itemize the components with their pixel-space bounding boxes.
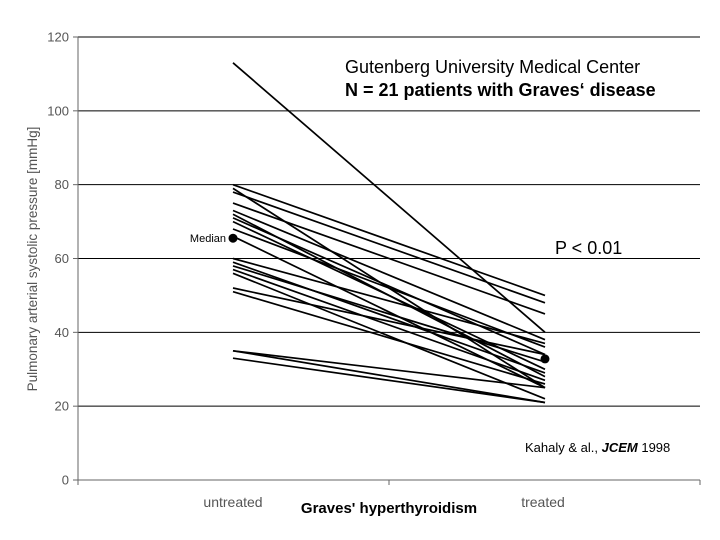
y-tick-label: 120 bbox=[47, 30, 69, 45]
patient-line-1 bbox=[232, 62, 546, 333]
patient-line-2 bbox=[232, 183, 546, 297]
y-tick-label: 80 bbox=[55, 177, 69, 192]
series-lines bbox=[232, 62, 546, 404]
p-value-annotation: P < 0.01 bbox=[555, 238, 622, 258]
x-axis-title: Graves' hyperthyroidism bbox=[301, 500, 477, 517]
patient-line-8 bbox=[232, 217, 546, 356]
median-label: Median bbox=[190, 233, 226, 245]
patient-line-16 bbox=[232, 272, 546, 400]
median-marker-untreated bbox=[228, 233, 238, 243]
y-tick-label: 60 bbox=[55, 251, 69, 266]
patient-line-13 bbox=[232, 261, 546, 374]
patient-line-18 bbox=[232, 290, 546, 385]
patient-line-4 bbox=[232, 191, 546, 304]
patient-line-17 bbox=[232, 287, 546, 356]
y-tick-label: 20 bbox=[55, 399, 69, 414]
patient-line-5 bbox=[232, 202, 546, 315]
category-label-treated: treated bbox=[521, 494, 565, 510]
patient-line-12 bbox=[232, 257, 546, 345]
citation-year: 1998 bbox=[638, 440, 671, 455]
median-marker-treated bbox=[540, 354, 550, 364]
axes bbox=[73, 36, 701, 485]
patient-line-15 bbox=[232, 268, 546, 382]
citation: Kahaly & al., JCEM 1998 bbox=[525, 440, 670, 455]
y-axis-title: Pulmonary arterial systolic pressure [mm… bbox=[25, 127, 40, 392]
y-tick-label: 100 bbox=[47, 103, 69, 118]
citation-authors: Kahaly & al., bbox=[525, 440, 602, 455]
y-tick-labels: 0 20 40 60 80 100 120 bbox=[47, 30, 69, 488]
patient-line-6 bbox=[232, 209, 546, 341]
y-tick-label: 40 bbox=[55, 325, 69, 340]
citation-journal: JCEM bbox=[602, 440, 639, 455]
patient-line-14 bbox=[232, 265, 546, 363]
patient-line-19 bbox=[232, 349, 546, 389]
patient-line-21 bbox=[232, 357, 546, 404]
category-label-untreated: untreated bbox=[203, 494, 262, 510]
category-labels: untreated treated bbox=[203, 494, 564, 510]
patient-line-20 bbox=[232, 349, 546, 404]
median-group: Median bbox=[190, 233, 550, 364]
chart-subtitle: N = 21 patients with Graves‘ disease bbox=[345, 80, 656, 100]
chart-title: Gutenberg University Medical Center bbox=[345, 57, 640, 77]
patient-line-9 bbox=[232, 220, 546, 371]
patient-line-10 bbox=[232, 228, 546, 348]
y-tick-label: 0 bbox=[62, 473, 69, 488]
